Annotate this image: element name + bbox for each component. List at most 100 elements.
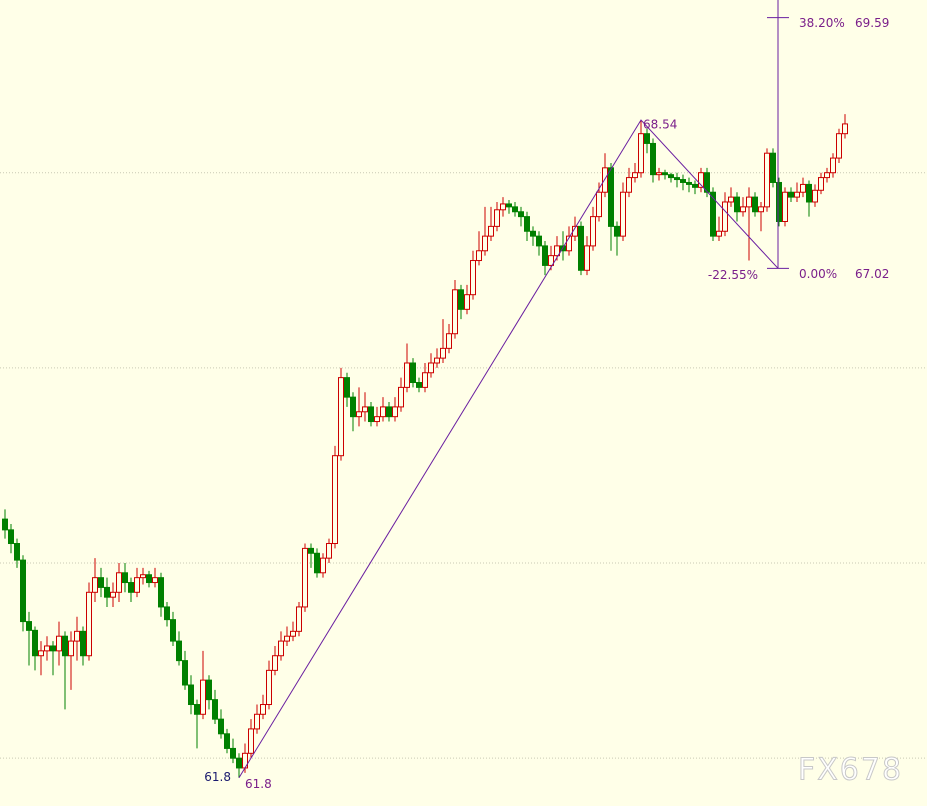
candle-body [638, 133, 644, 174]
candle-body [818, 177, 824, 191]
candle-body [470, 260, 476, 296]
fib-level-label: 38.20% [799, 16, 845, 30]
candle-body [14, 543, 20, 561]
candle-body [656, 172, 662, 176]
candle-body [308, 547, 314, 554]
fib-price-label: 69.59 [855, 16, 889, 30]
candle-body [812, 189, 818, 203]
candle-body [524, 216, 530, 232]
candle-body [98, 577, 104, 588]
candle-body [80, 630, 86, 657]
candle-body [236, 757, 242, 769]
candles [2, 114, 848, 778]
watermark: FX678 [798, 753, 903, 788]
candle-body [686, 181, 692, 185]
candle-body [566, 235, 572, 252]
candle-body [674, 177, 680, 181]
candle-body [626, 177, 632, 193]
candle-body [536, 235, 542, 247]
high-zigzag-label: 68.54 [643, 118, 677, 132]
candle-body [260, 704, 266, 715]
candle-body [464, 294, 470, 310]
candle-body [608, 167, 614, 227]
candle-body [764, 152, 770, 208]
candle-body [224, 733, 230, 749]
candle-body [494, 209, 500, 227]
candle-body [362, 406, 368, 413]
candle-body [116, 572, 122, 593]
retrace-label: -22.55% [708, 268, 758, 282]
candle-body [740, 206, 746, 213]
candle-body [518, 211, 524, 218]
candle-body [746, 196, 752, 208]
candle-body [794, 191, 800, 198]
candle-body [614, 225, 620, 237]
candle-body [722, 201, 728, 232]
candle-body [650, 142, 656, 176]
candle-body [416, 382, 422, 388]
candle-body [62, 635, 68, 657]
fib-level-label: 0.00% [799, 267, 837, 281]
zigzag-line [238, 119, 779, 778]
candle-body [176, 640, 182, 662]
candle-body [632, 172, 638, 179]
candle-body [326, 543, 332, 559]
candle-body [272, 655, 278, 671]
candle-body [146, 574, 152, 584]
candle-body [140, 574, 146, 579]
candle-body [350, 396, 356, 418]
candle-body [38, 650, 44, 657]
candle-body [296, 606, 302, 632]
candle-body [86, 591, 92, 657]
candle-body [92, 577, 98, 593]
candle-body [284, 635, 290, 642]
candle-body [530, 230, 536, 237]
candle-body [230, 747, 236, 759]
candle-body [74, 630, 80, 642]
candle-body [842, 123, 848, 135]
candle-body [368, 406, 374, 423]
candle-body [590, 216, 596, 247]
candle-body [512, 206, 518, 213]
candle-body [212, 699, 218, 720]
candle-body [302, 547, 308, 608]
candle-body [824, 172, 830, 179]
candle-body [752, 196, 758, 213]
candle-body [488, 225, 494, 237]
candle-body [644, 133, 650, 144]
candle-body [452, 289, 458, 335]
candle-body [482, 235, 488, 252]
candle-body [8, 529, 14, 545]
candle-body [194, 704, 200, 715]
candle-body [710, 191, 716, 237]
candle-body [836, 133, 842, 159]
candle-body [278, 640, 284, 657]
candle-body [254, 713, 260, 730]
candle-body [50, 645, 56, 652]
annotations: 38.20% 69.59 0.00% 67.02 -22.55% 61.8 61.8 68.5… [204, 0, 903, 791]
low-price-label: 61.8 [204, 770, 231, 784]
candle-body [434, 357, 440, 364]
candle-body [356, 411, 362, 418]
candle-body [104, 586, 110, 598]
candle-body [206, 679, 212, 701]
candle-body [404, 362, 410, 388]
candle-body [170, 619, 176, 642]
candle-body [290, 630, 296, 637]
candle-body [476, 250, 482, 262]
candle-body [620, 191, 626, 237]
candle-body [440, 347, 446, 359]
candle-body [770, 152, 776, 183]
candle-body [134, 577, 140, 593]
candle-body [338, 377, 344, 457]
candle-body [152, 577, 158, 584]
candle-body [698, 172, 704, 188]
candle-body [398, 386, 404, 408]
candle-body [20, 559, 26, 623]
candle-body [200, 679, 206, 715]
candle-body [410, 362, 416, 384]
candle-body [56, 635, 62, 652]
candle-body [500, 203, 506, 211]
